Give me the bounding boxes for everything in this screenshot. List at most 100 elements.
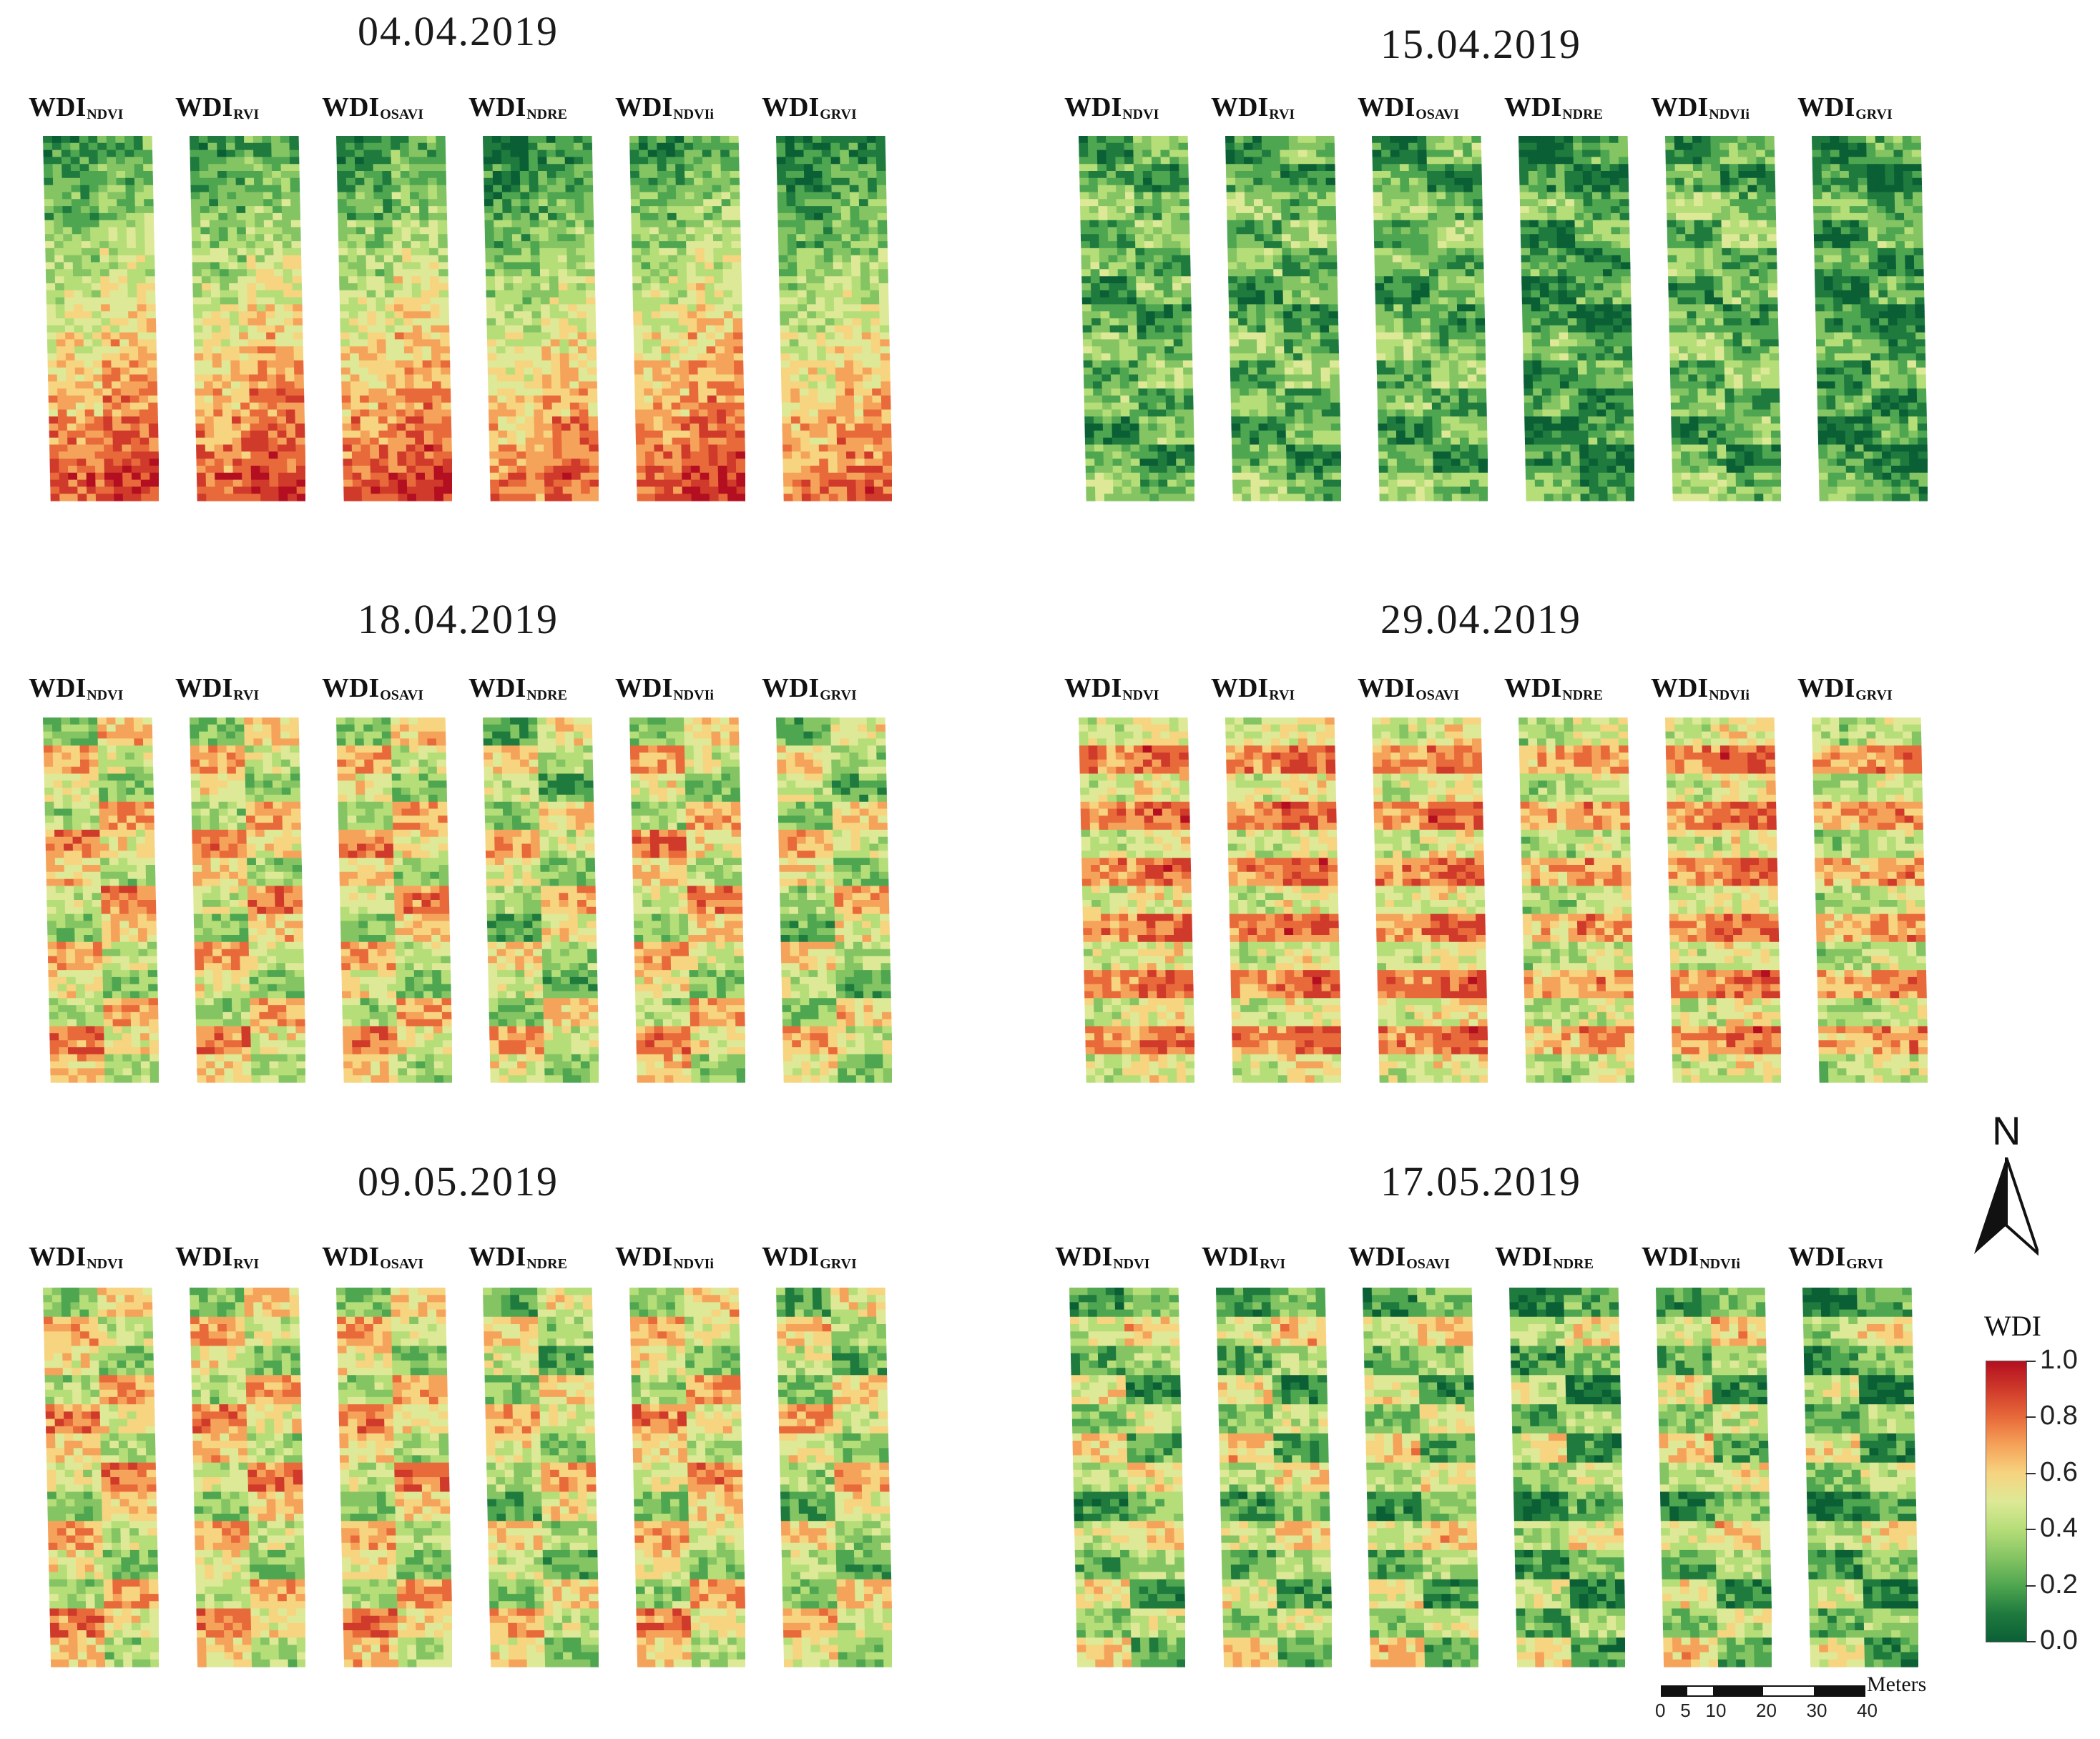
index-label-sub: GRVI (1855, 687, 1893, 703)
wdi-map-strip (1665, 717, 1781, 1083)
index-label-sub: OSAVI (380, 1256, 423, 1272)
legend-title: WDI (1984, 1309, 2041, 1343)
index-label-osavi: WDIOSAVI (322, 92, 423, 123)
index-label-ndvii: WDINDVIi (1651, 672, 1750, 704)
index-label-base: WDI (762, 1242, 819, 1272)
index-label-base: WDI (1064, 92, 1122, 122)
index-label-base: WDI (175, 92, 232, 122)
index-label-sub: RVI (233, 107, 259, 122)
wdi-map-strip (1079, 717, 1194, 1083)
legend-tick-mark (2026, 1641, 2036, 1642)
index-label-rvi: WDIRVI (175, 92, 259, 123)
index-label-sub: NDRE (526, 107, 567, 122)
index-label-sub: NDVIi (1709, 687, 1750, 703)
wdi-map-strip (190, 717, 305, 1083)
index-label-base: WDI (1055, 1242, 1112, 1272)
index-label-base: WDI (1651, 92, 1708, 122)
index-label-ndvi: WDINDVI (1064, 92, 1159, 123)
index-label-ndvii: WDINDVIi (615, 1241, 714, 1273)
index-label-ndvii: WDINDVIi (1651, 92, 1750, 123)
index-label-sub: NDVI (87, 1256, 123, 1272)
index-label-base: WDI (1797, 673, 1855, 703)
index-label-base: WDI (1211, 92, 1268, 122)
north-arrow-icon (1974, 1157, 2038, 1256)
panel-date-title: 15.04.2019 (1380, 20, 1581, 68)
index-label-sub: GRVI (1855, 107, 1893, 122)
index-label-base: WDI (468, 1242, 526, 1272)
wdi-map-strip (629, 717, 745, 1083)
index-label-sub: OSAVI (1415, 687, 1459, 703)
index-label-ndvi: WDINDVI (1064, 672, 1159, 704)
wdi-map-strip (336, 717, 452, 1083)
legend-tick-label: 0.8 (2040, 1401, 2078, 1431)
wdi-map-strip (43, 1288, 159, 1667)
index-label-sub: NDVI (1122, 687, 1159, 703)
legend-color-bar (1986, 1361, 2027, 1642)
wdi-map-strip (629, 136, 745, 501)
scale-tick-label: 10 (1706, 1700, 1727, 1722)
index-label-sub: NDVIi (673, 687, 714, 703)
index-label-base: WDI (468, 92, 526, 122)
index-label-osavi: WDIOSAVI (1358, 92, 1459, 123)
wdi-map-strip (629, 1288, 745, 1667)
legend-tick-mark (2026, 1472, 2036, 1474)
panel-date-title: 17.05.2019 (1380, 1157, 1581, 1205)
index-label-ndvi: WDINDVI (29, 672, 123, 704)
wdi-map-strip (1079, 136, 1194, 501)
index-label-sub: NDVIi (1709, 107, 1750, 122)
wdi-map-strip (483, 1288, 599, 1667)
index-label-sub: OSAVI (380, 687, 423, 703)
index-label-rvi: WDIRVI (175, 1241, 259, 1273)
index-label-grvi: WDIGRVI (762, 672, 857, 704)
wdi-map-strip (1225, 717, 1341, 1083)
scale-bar-segment (1662, 1687, 1688, 1695)
index-label-rvi: WDIRVI (1211, 672, 1295, 704)
index-label-base: WDI (468, 673, 526, 703)
index-label-osavi: WDIOSAVI (322, 1241, 423, 1273)
index-label-base: WDI (762, 92, 819, 122)
index-label-sub: NDVI (87, 687, 123, 703)
scale-tick-label: 20 (1756, 1700, 1777, 1722)
wdi-map-strip (1518, 136, 1634, 501)
index-label-rvi: WDIRVI (1211, 92, 1295, 123)
index-label-base: WDI (175, 673, 232, 703)
index-label-ndre: WDINDRE (468, 92, 567, 123)
index-label-base: WDI (1651, 673, 1708, 703)
wdi-map-strip (483, 717, 599, 1083)
legend-tick-mark (2026, 1361, 2036, 1362)
legend-tick-label: 0.6 (2040, 1457, 2078, 1488)
index-label-rvi: WDIRVI (175, 672, 259, 704)
index-label-osavi: WDIOSAVI (322, 672, 423, 704)
wdi-map-strip (483, 136, 599, 501)
index-label-base: WDI (322, 673, 379, 703)
wdi-map-strip (1812, 717, 1928, 1083)
index-label-base: WDI (1788, 1242, 1845, 1272)
index-label-base: WDI (1797, 92, 1855, 122)
panel-date-title: 29.04.2019 (1380, 595, 1581, 643)
index-label-sub: RVI (233, 1256, 259, 1272)
legend-tick-label: 0.0 (2040, 1625, 2078, 1656)
scale-bar-segment (1763, 1687, 1814, 1695)
index-label-base: WDI (1504, 673, 1561, 703)
index-label-base: WDI (1358, 673, 1415, 703)
index-label-sub: NDVIi (1699, 1256, 1740, 1272)
panel-date-title: 04.04.2019 (358, 7, 559, 55)
index-label-base: WDI (322, 1242, 379, 1272)
wdi-map-strip (1372, 717, 1488, 1083)
wdi-map-strip (43, 717, 159, 1083)
index-label-grvi: WDIGRVI (1797, 672, 1893, 704)
wdi-map-strip (1216, 1288, 1332, 1667)
index-label-ndre: WDINDRE (1504, 672, 1603, 704)
wdi-map-strip (1069, 1288, 1185, 1667)
legend-tick-mark (2026, 1529, 2036, 1531)
index-label-ndvi: WDINDVI (29, 92, 123, 123)
index-label-grvi: WDIGRVI (1788, 1241, 1883, 1273)
index-label-base: WDI (1348, 1242, 1405, 1272)
legend-tick-label: 0.4 (2040, 1513, 2078, 1544)
index-label-base: WDI (1495, 1242, 1552, 1272)
index-label-sub: NDRE (526, 687, 567, 703)
index-label-base: WDI (1211, 673, 1268, 703)
index-label-base: WDI (1064, 673, 1122, 703)
index-label-sub: NDVI (1113, 1256, 1149, 1272)
